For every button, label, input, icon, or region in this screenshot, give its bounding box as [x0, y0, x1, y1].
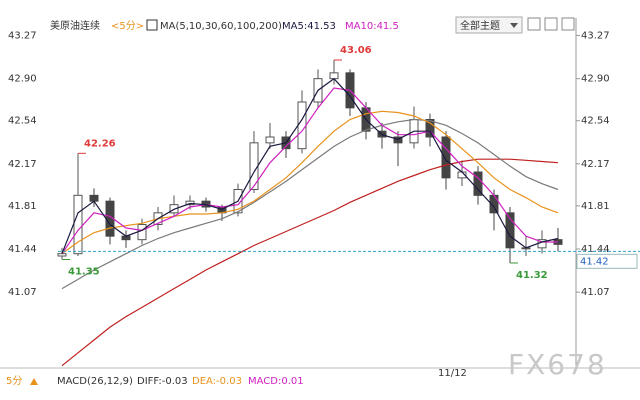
diff-value: DIFF:-0.03 — [137, 376, 188, 387]
macd-value: MACD:0.01 — [248, 376, 304, 387]
y-tick-label-right: 42.17 — [581, 159, 610, 170]
current-price-label: 41.42 — [580, 256, 609, 267]
zoom-icon[interactable] — [544, 17, 558, 31]
dropdown-arrow[interactable] — [510, 23, 518, 28]
current-price-box — [576, 253, 638, 269]
y-tick-label-right: 42.54 — [581, 116, 610, 127]
candle-body — [425, 119, 435, 138]
footer-period[interactable]: 5分 — [6, 375, 22, 387]
x-tick-label: 11/12 — [438, 368, 467, 379]
theme-dropdown[interactable] — [455, 16, 523, 34]
ma-line — [61, 118, 559, 290]
candle-body — [137, 224, 147, 241]
dea-value: DEA:-0.03 — [192, 376, 242, 387]
close-icon[interactable] — [561, 17, 575, 31]
symbol: 美原油连续 — [50, 19, 100, 32]
y-tick-label-left: 42.90 — [8, 74, 37, 85]
y-tick-label-left: 42.54 — [8, 116, 37, 127]
y-tick-label-left: 41.07 — [8, 287, 37, 298]
ma-settings[interactable]: MA(5,10,30,60,100,200) — [160, 21, 282, 32]
candle-body — [297, 101, 307, 150]
y-tick-label-right: 41.81 — [581, 201, 610, 212]
grid-icon[interactable] — [527, 17, 541, 31]
ma-line — [61, 77, 559, 254]
candle-body — [473, 171, 483, 196]
ma-line — [61, 110, 559, 255]
macd-label: MACD(26,12,9) — [57, 376, 133, 387]
candle-body — [265, 136, 275, 144]
candle-body — [329, 72, 339, 80]
high-annotation: 43.06 — [340, 45, 372, 56]
period-arrow[interactable] — [30, 378, 38, 385]
watermark: FX678 — [508, 348, 607, 381]
candle-body — [73, 194, 83, 255]
y-tick-label-right: 41.07 — [581, 287, 610, 298]
period[interactable]: <5分> — [111, 20, 144, 32]
candle-body — [441, 136, 451, 179]
y-tick-label-right: 41.44 — [581, 244, 610, 255]
checkbox-icon[interactable] — [146, 19, 158, 31]
ma10-value: MA10:41.5 — [345, 21, 399, 32]
high-annotation: 42.26 — [84, 138, 116, 149]
ma5-value: MA5:41.53 — [282, 21, 336, 32]
y-tick-label-right: 43.27 — [581, 31, 610, 42]
y-tick-label-left: 41.44 — [8, 244, 37, 255]
candle-body — [505, 212, 515, 249]
ma-line — [61, 87, 558, 255]
y-tick-label-left: 41.81 — [8, 201, 37, 212]
low-annotation: 41.32 — [516, 270, 548, 281]
y-tick-label-left: 43.27 — [8, 31, 37, 42]
theme-label[interactable]: 全部主题 — [460, 19, 500, 32]
candle-body — [89, 194, 99, 202]
low-annotation: 41.35 — [68, 267, 100, 278]
y-tick-label-right: 42.90 — [581, 74, 610, 85]
candle-body — [57, 253, 67, 257]
y-tick-label-left: 42.17 — [8, 159, 37, 170]
